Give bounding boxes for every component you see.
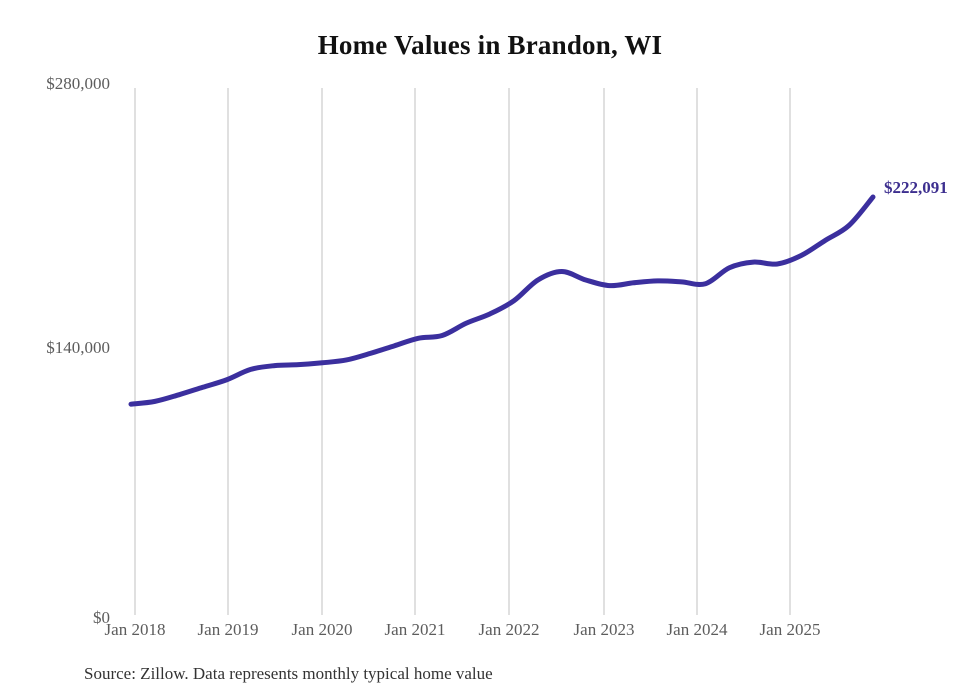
x-axis-tick-jan-2020: Jan 2020 bbox=[291, 620, 353, 639]
y-axis-tick-bottom: $0 bbox=[93, 608, 110, 627]
x-axis-tick-jan-2023: Jan 2023 bbox=[573, 620, 635, 639]
x-axis-tick-jan-2019: Jan 2019 bbox=[197, 620, 259, 639]
value-line-series bbox=[128, 194, 876, 407]
x-axis-tick-jan-2024: Jan 2024 bbox=[666, 620, 728, 639]
gridlines bbox=[134, 88, 791, 615]
y-axis-tick-mid: $140,000 bbox=[46, 338, 110, 357]
source-note: Source: Zillow. Data represents monthly … bbox=[84, 664, 493, 683]
x-axis-tick-jan-2021: Jan 2021 bbox=[384, 620, 446, 639]
chart-title: Home Values in Brandon, WI bbox=[317, 30, 663, 60]
y-axis-tick-top: $280,000 bbox=[46, 74, 110, 93]
x-axis-tick-jan-2018: Jan 2018 bbox=[104, 620, 166, 639]
x-axis-tick-jan-2025: Jan 2025 bbox=[759, 620, 821, 639]
x-axis-tick-jan-2022: Jan 2022 bbox=[478, 620, 540, 639]
end-value-label: $222,091 bbox=[884, 178, 948, 197]
